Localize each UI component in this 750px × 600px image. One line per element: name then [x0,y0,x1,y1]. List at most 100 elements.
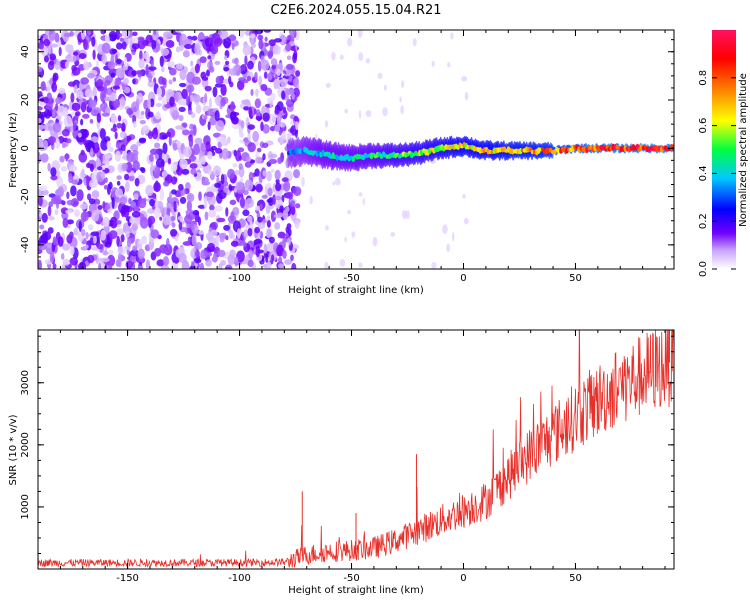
noise-blob [121,83,126,91]
spectrogram-heatmap [38,30,674,269]
noise-blob [102,251,109,256]
noise-blob [243,229,249,238]
noise-blob [73,83,78,94]
noise-blob [108,230,118,240]
noise-blob [203,197,208,209]
noise-blob [55,97,62,104]
x-tick-label: -100 [228,273,251,284]
noise-blob [188,155,197,162]
noise-blob [255,156,263,164]
noise-speckle [295,43,298,51]
noise-blob [225,207,229,217]
noise-blob [177,99,187,106]
noise-blob [192,93,201,103]
noise-blob [119,37,125,42]
noise-blob [84,88,93,98]
noise-blob [241,63,246,72]
noise-blob [40,153,49,163]
noise-blob [91,210,100,222]
noise-blob [194,63,201,74]
noise-blob [210,44,219,55]
noise-blob [62,217,69,229]
noise-speckle [334,177,341,186]
colorbar-tick-label: 0.2 [698,213,709,229]
noise-blob [206,242,216,253]
x-tick-label: -150 [116,573,139,584]
snr-plot-area [38,330,674,569]
noise-blob [120,234,125,243]
colorbar-axis: 0.0 0.2 0.4 0.6 0.8 [698,70,736,277]
chart-title: C2E6.2024.055.15.04.R21 [270,3,441,18]
noise-blob [181,88,188,100]
noise-blob [71,102,81,112]
noise-blob [69,31,74,37]
noise-blob [49,43,59,48]
noise-blob [86,174,90,187]
noise-blob [282,209,289,220]
noise-blob [68,231,74,240]
noise-blob [266,228,272,238]
noise-speckle [400,105,404,115]
noise-blob [185,95,190,106]
noise-blob [38,248,43,255]
noise-blob [82,38,88,50]
noise-blob [147,98,151,110]
noise-blob [269,125,276,132]
noise-blob [230,211,235,222]
noise-blob [154,207,161,219]
noise-blob [155,102,162,108]
snr-panel: -150 -100 -50 0 50 1000 2000 3000 Height of str… [8,329,675,596]
noise-blob [148,153,154,162]
noise-blob [52,263,57,269]
noise-blob [178,183,184,191]
noise-blob [167,90,175,97]
noise-blob [132,78,136,85]
noise-blob [258,75,263,88]
noise-blob [67,81,76,87]
noise-blob [215,120,225,132]
noise-blob [175,46,180,53]
noise-blob [246,75,252,82]
noise-blob [171,110,180,121]
noise-blob [109,92,117,102]
noise-blob [262,170,267,177]
noise-blob [68,175,74,184]
noise-blob [234,57,239,65]
noise-speckle [351,231,356,238]
noise-blob [51,82,58,93]
noise-blob [279,205,284,213]
spectrogram-frame [37,29,675,270]
noise-blob [280,77,288,88]
noise-blob [108,30,118,42]
noise-blob [143,51,150,60]
noise-blob [154,165,161,176]
noise-blob [75,134,85,143]
noise-blob [161,170,168,177]
noise-blob [128,197,132,205]
noise-blob [93,235,97,244]
noise-blob [57,236,64,247]
noise-blob [98,262,102,269]
noise-speckle [405,210,410,219]
noise-blob [145,259,151,269]
noise-blob [170,176,178,185]
noise-blob [87,224,94,231]
noise-blob [55,103,59,111]
noise-blob [155,158,165,168]
noise-blob [233,187,238,193]
noise-blob [212,86,218,98]
noise-blob [114,188,124,198]
noise-blob [38,118,42,124]
noise-blob [229,199,237,206]
noise-blob [173,200,177,212]
noise-blob [119,33,123,38]
noise-speckle [290,120,297,126]
noise-blob [92,49,96,60]
noise-blob [211,32,221,45]
noise-blob [276,244,284,257]
snr-frame [37,329,675,570]
noise-blob [121,122,126,133]
noise-speckle [331,51,336,61]
noise-blob [38,41,45,50]
noise-blob [163,180,170,187]
